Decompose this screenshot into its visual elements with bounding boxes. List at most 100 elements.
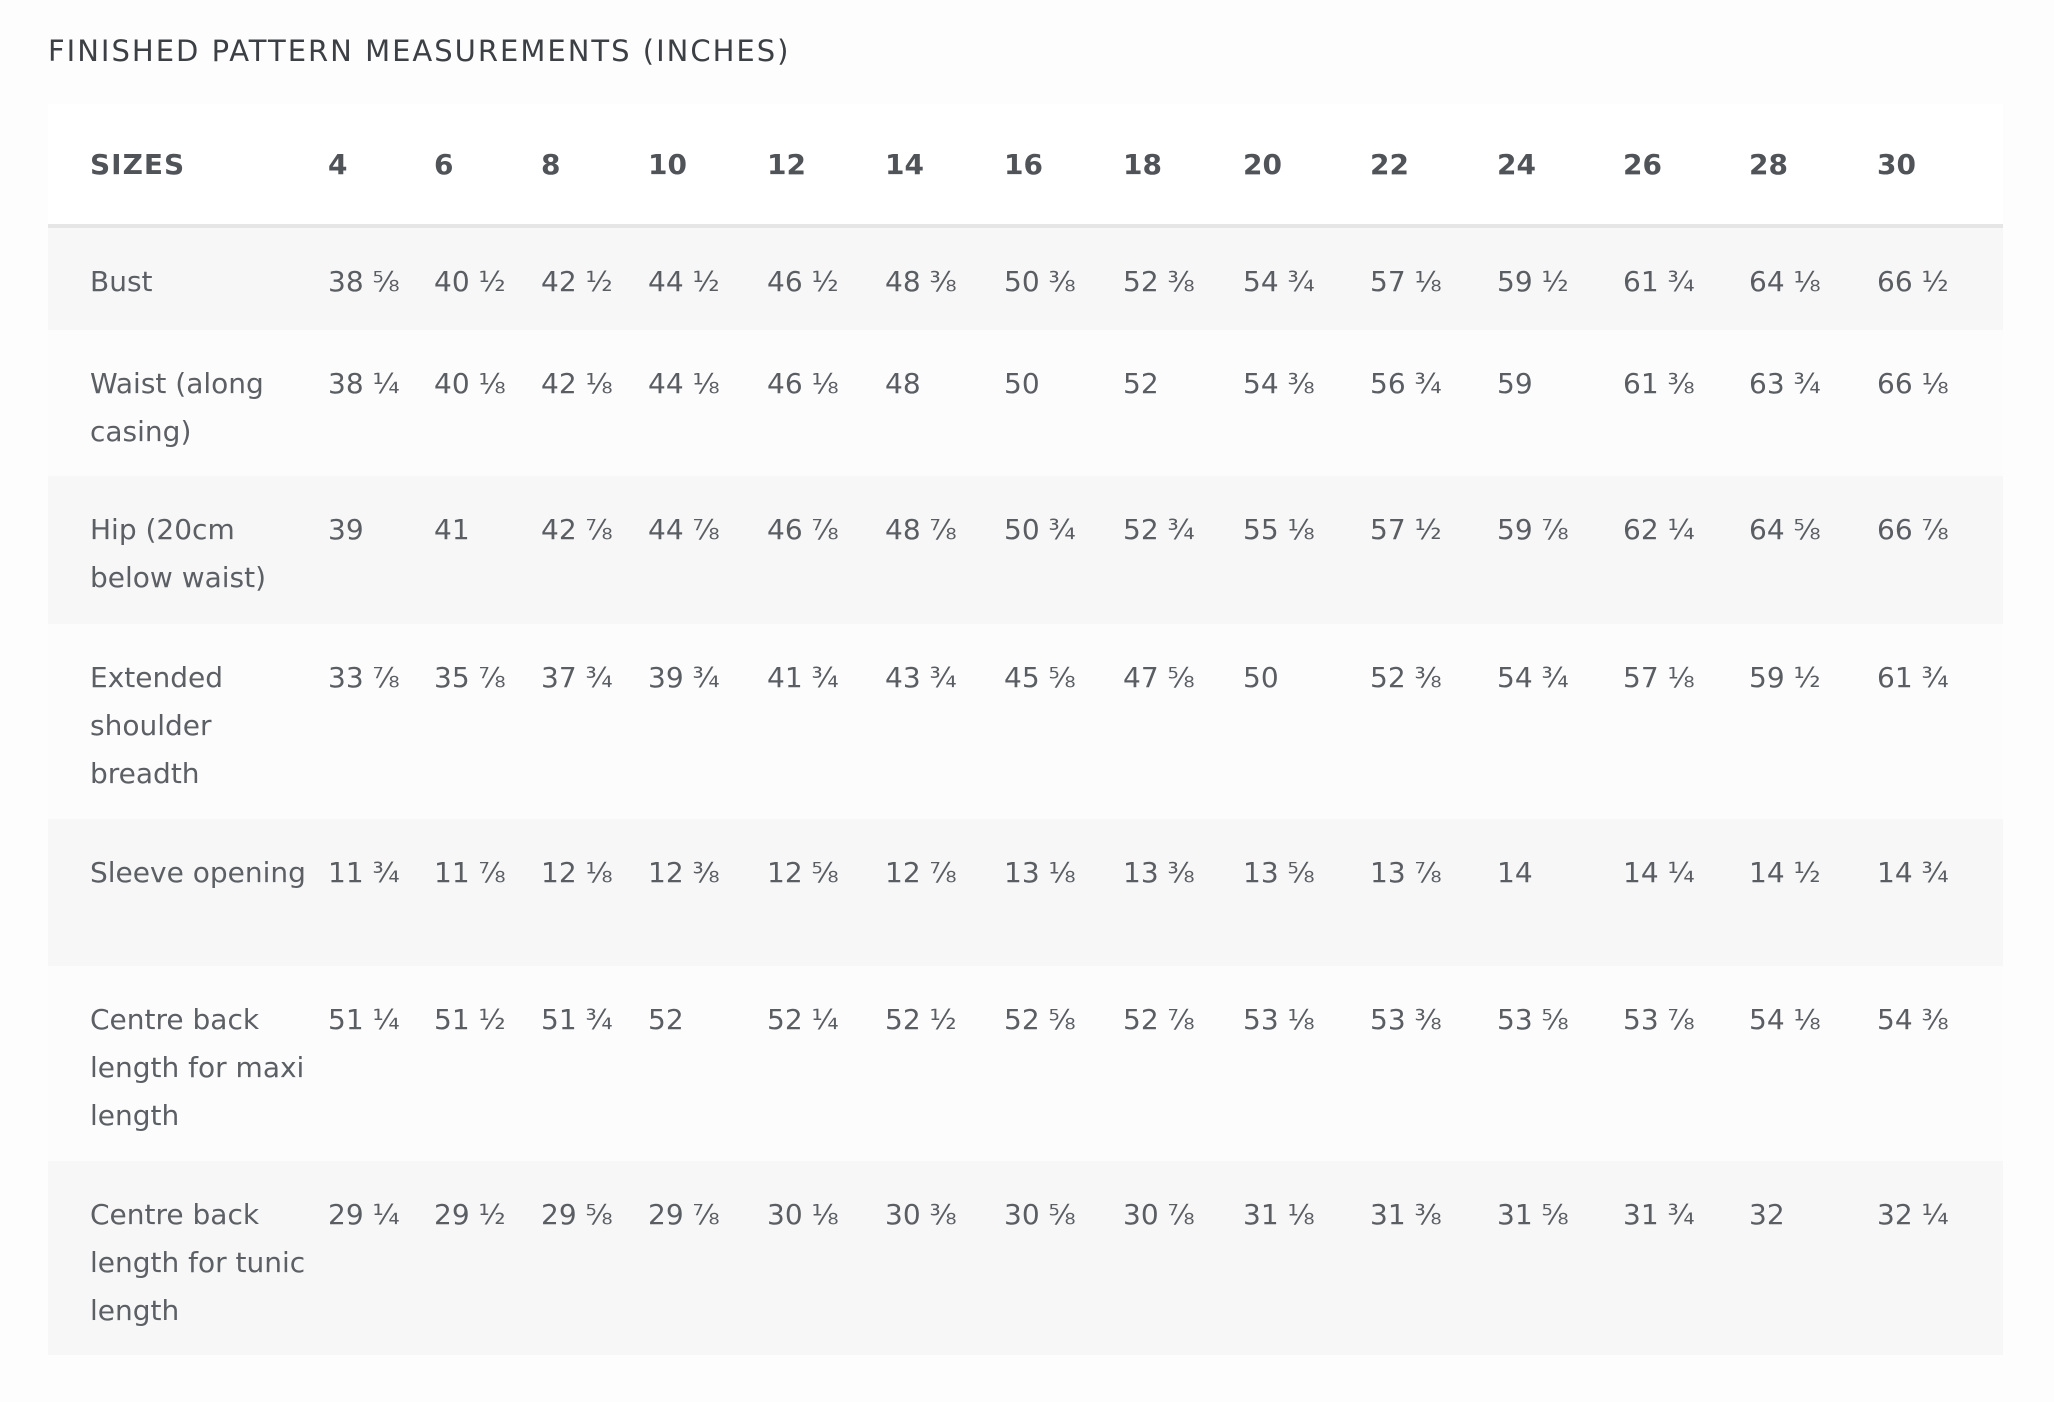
row-label: Bust [48, 226, 328, 330]
measurement-cell-size-22: 53 ⅜ [1370, 966, 1497, 1161]
row-label: Sleeve opening [48, 819, 328, 966]
measurement-cell-size-14: 48 ⅞ [885, 476, 1004, 624]
measurements-table-container: SIZES 4 6 8 10 12 14 16 18 20 22 24 26 2… [48, 104, 2003, 1355]
measurement-cell-size-4: 33 ⅞ [328, 624, 434, 819]
measurement-cell-size-30: 66 ⅞ [1877, 476, 2003, 624]
measurement-cell-size-12: 12 ⅝ [767, 819, 885, 966]
measurement-cell-size-22: 57 ½ [1370, 476, 1497, 624]
measurement-cell-size-14: 48 [885, 330, 1004, 476]
measurement-cell-size-24: 54 ¾ [1497, 624, 1623, 819]
table-row-hip: Hip (20cm below waist) 39 41 42 ⅞ 44 ⅞ 46 ⅞ 48… [48, 476, 2003, 624]
size-header-26: 26 [1623, 104, 1749, 228]
measurement-cell-size-22: 56 ¾ [1370, 330, 1497, 476]
measurement-cell-size-26: 61 ¾ [1623, 226, 1749, 330]
measurement-cell-size-18: 13 ⅜ [1123, 819, 1243, 966]
measurement-cell-size-20: 55 ⅛ [1243, 476, 1370, 624]
measurement-cell-size-10: 44 ⅛ [648, 330, 767, 476]
measurement-cell-size-12: 46 ½ [767, 226, 885, 330]
measurement-cell-size-16: 50 ⅜ [1004, 226, 1123, 330]
measurement-cell-size-24: 53 ⅝ [1497, 966, 1623, 1161]
measurement-cell-size-10: 44 ⅞ [648, 476, 767, 624]
measurement-cell-size-6: 35 ⅞ [434, 624, 541, 819]
size-header-14: 14 [885, 104, 1004, 228]
size-header-24: 24 [1497, 104, 1623, 228]
size-header-4: 4 [328, 104, 434, 228]
measurement-cell-size-8: 29 ⅝ [541, 1161, 648, 1355]
measurement-cell-size-28: 64 ⅛ [1749, 226, 1877, 330]
table-row-waist: Waist (along casing) 38 ¼ 40 ⅛ 42 ⅛ 44 ⅛ 46 ⅛… [48, 330, 2003, 476]
measurement-cell-size-14: 48 ⅜ [885, 226, 1004, 330]
size-header-28: 28 [1749, 104, 1877, 228]
measurement-cell-size-20: 31 ⅛ [1243, 1161, 1370, 1355]
measurement-cell-size-22: 31 ⅜ [1370, 1161, 1497, 1355]
measurement-cell-size-30: 61 ¾ [1877, 624, 2003, 819]
measurement-cell-size-30: 66 ½ [1877, 226, 2003, 330]
measurement-cell-size-28: 59 ½ [1749, 624, 1877, 819]
size-header-16: 16 [1004, 104, 1123, 228]
measurement-cell-size-8: 42 ½ [541, 226, 648, 330]
size-header-12: 12 [767, 104, 885, 228]
measurement-cell-size-12: 46 ⅛ [767, 330, 885, 476]
measurement-cell-size-4: 29 ¼ [328, 1161, 434, 1355]
measurement-cell-size-30: 14 ¾ [1877, 819, 2003, 966]
row-label: Centre back length for maxi length [48, 966, 328, 1161]
measurement-cell-size-18: 52 ¾ [1123, 476, 1243, 624]
measurement-cell-size-22: 57 ⅛ [1370, 226, 1497, 330]
measurement-cell-size-22: 13 ⅞ [1370, 819, 1497, 966]
measurement-cell-size-16: 45 ⅝ [1004, 624, 1123, 819]
measurement-cell-size-28: 63 ¾ [1749, 330, 1877, 476]
table-row-centre-back-tunic: Centre back length for tunic length 29 ¼ 2… [48, 1161, 2003, 1355]
measurement-cell-size-30: 54 ⅜ [1877, 966, 2003, 1161]
measurement-cell-size-20: 53 ⅛ [1243, 966, 1370, 1161]
size-header-8: 8 [541, 104, 648, 228]
measurement-cell-size-26: 57 ⅛ [1623, 624, 1749, 819]
measurement-cell-size-24: 59 [1497, 330, 1623, 476]
measurement-cell-size-18: 52 ⅞ [1123, 966, 1243, 1161]
measurement-cell-size-14: 43 ¾ [885, 624, 1004, 819]
measurement-cell-size-4: 38 ⅝ [328, 226, 434, 330]
size-header-6: 6 [434, 104, 541, 228]
measurement-cell-size-14: 30 ⅜ [885, 1161, 1004, 1355]
measurement-cell-size-28: 64 ⅝ [1749, 476, 1877, 624]
measurement-cell-size-24: 31 ⅝ [1497, 1161, 1623, 1355]
row-label: Extended shoulder breadth [48, 624, 328, 819]
size-header-22: 22 [1370, 104, 1497, 228]
measurement-cell-size-4: 51 ¼ [328, 966, 434, 1161]
measurement-cell-size-22: 52 ⅜ [1370, 624, 1497, 819]
measurement-cell-size-6: 40 ½ [434, 226, 541, 330]
measurement-cell-size-26: 31 ¾ [1623, 1161, 1749, 1355]
measurement-cell-size-26: 53 ⅞ [1623, 966, 1749, 1161]
measurement-cell-size-6: 40 ⅛ [434, 330, 541, 476]
measurement-cell-size-8: 12 ⅛ [541, 819, 648, 966]
measurement-cell-size-12: 30 ⅛ [767, 1161, 885, 1355]
measurement-cell-size-26: 14 ¼ [1623, 819, 1749, 966]
measurement-cell-size-6: 11 ⅞ [434, 819, 541, 966]
measurement-cell-size-14: 12 ⅞ [885, 819, 1004, 966]
measurement-cell-size-24: 14 [1497, 819, 1623, 966]
measurement-cell-size-28: 32 [1749, 1161, 1877, 1355]
row-label: Waist (along casing) [48, 330, 328, 476]
row-label: Hip (20cm below waist) [48, 476, 328, 624]
row-label: Centre back length for tunic length [48, 1161, 328, 1355]
measurement-cell-size-28: 54 ⅛ [1749, 966, 1877, 1161]
table-row-sleeve-opening: Sleeve opening 11 ¾ 11 ⅞ 12 ⅛ 12 ⅜ 12 ⅝ 12 ⅞ 13… [48, 819, 2003, 966]
measurement-cell-size-18: 30 ⅞ [1123, 1161, 1243, 1355]
measurement-cell-size-10: 39 ¾ [648, 624, 767, 819]
measurement-cell-size-18: 52 ⅜ [1123, 226, 1243, 330]
measurement-cell-size-30: 66 ⅛ [1877, 330, 2003, 476]
measurement-cell-size-16: 50 ¾ [1004, 476, 1123, 624]
size-header-18: 18 [1123, 104, 1243, 228]
table-row-extended-shoulder-breadth: Extended shoulder breadth 33 ⅞ 35 ⅞ 37 ¾ 39 … [48, 624, 2003, 819]
measurement-cell-size-28: 14 ½ [1749, 819, 1877, 966]
measurement-cell-size-24: 59 ½ [1497, 226, 1623, 330]
measurement-cell-size-12: 52 ¼ [767, 966, 885, 1161]
measurement-cell-size-4: 39 [328, 476, 434, 624]
measurement-cell-size-18: 47 ⅝ [1123, 624, 1243, 819]
measurement-cell-size-12: 41 ¾ [767, 624, 885, 819]
measurement-cell-size-18: 52 [1123, 330, 1243, 476]
measurement-cell-size-20: 13 ⅝ [1243, 819, 1370, 966]
measurement-cell-size-10: 52 [648, 966, 767, 1161]
measurement-cell-size-20: 50 [1243, 624, 1370, 819]
measurement-cell-size-8: 37 ¾ [541, 624, 648, 819]
measurement-cell-size-4: 11 ¾ [328, 819, 434, 966]
